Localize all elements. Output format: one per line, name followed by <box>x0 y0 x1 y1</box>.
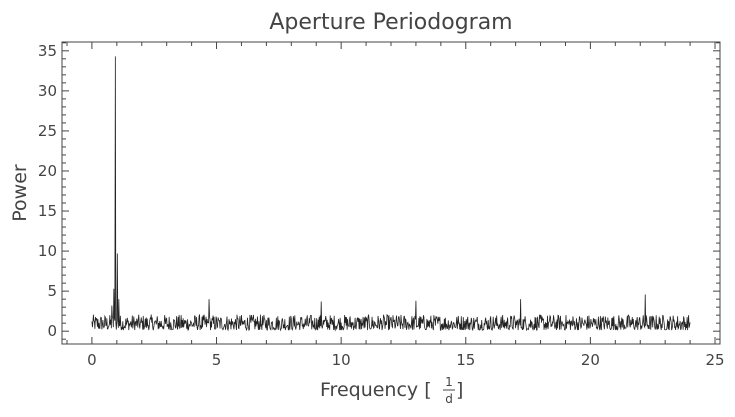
x-tick-label: 25 <box>705 351 724 369</box>
tick-labels: 0 5 10 15 20 25 0 5 10 15 20 25 30 35 <box>38 42 725 369</box>
y-tick-label: 30 <box>38 82 57 100</box>
power-series-line <box>91 56 691 332</box>
y-tick-label: 35 <box>38 42 57 60</box>
x-tick-label: 20 <box>581 351 600 369</box>
y-tick-label: 10 <box>38 242 57 260</box>
plot-frame <box>61 41 721 345</box>
chart-title: Aperture Periodogram <box>269 10 512 35</box>
x-axis-unit-numerator: 1 <box>445 375 453 389</box>
y-tick-label: 0 <box>47 322 57 340</box>
y-tick-label: 25 <box>38 122 57 140</box>
x-tick-label: 10 <box>332 351 351 369</box>
x-tick-label: 5 <box>212 351 222 369</box>
y-tick-label: 5 <box>47 282 57 300</box>
x-tick-label: 15 <box>456 351 475 369</box>
x-axis-label-text: Frequency [ <box>320 379 432 401</box>
y-tick-label: 15 <box>38 202 57 220</box>
x-axis-label: Frequency [ 1 d ] <box>320 375 463 406</box>
x-axis-label-close: ] <box>456 379 463 401</box>
x-tick-label: 0 <box>87 351 97 369</box>
y-axis-label: Power <box>9 164 31 222</box>
tick-marks <box>62 42 720 344</box>
y-tick-label: 20 <box>38 162 57 180</box>
x-axis-unit-denominator: d <box>445 392 453 406</box>
